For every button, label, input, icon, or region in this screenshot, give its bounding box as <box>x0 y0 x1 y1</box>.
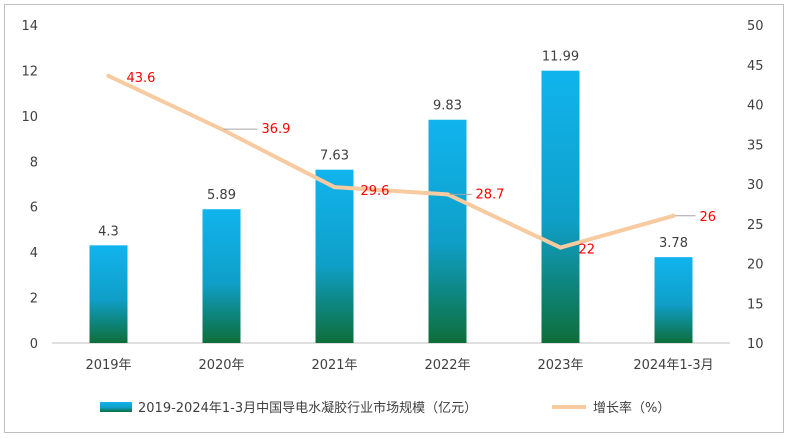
growth-value-label: 28.7 <box>476 187 505 202</box>
growth-point <box>332 185 337 190</box>
left-axis-ticks: 0 2 4 6 8 10 12 14 <box>21 19 38 352</box>
category-label: 2021年 <box>311 358 357 373</box>
right-tick-label: 50 <box>747 19 764 34</box>
category-label: 2022年 <box>424 358 470 373</box>
bar-series <box>89 70 693 344</box>
bar-value-label: 9.83 <box>433 99 462 114</box>
growth-point <box>106 73 111 78</box>
right-tick-label: 15 <box>747 297 764 312</box>
right-tick-label: 30 <box>747 178 764 193</box>
right-tick-label: 25 <box>747 218 764 233</box>
bar-value-label: 4.3 <box>98 224 119 239</box>
growth-point <box>558 245 563 250</box>
growth-value-label: 22 <box>579 243 596 258</box>
growth-point <box>671 213 676 218</box>
growth-point <box>219 127 224 132</box>
legend-bar-label: 2019-2024年1-3月中国导电水凝胶行业市场规模（亿元） <box>138 400 477 416</box>
bar <box>202 209 241 343</box>
left-tick-label: 10 <box>21 110 38 125</box>
chart-svg: 0 2 4 6 8 10 12 14 10 15 20 25 30 35 40 45 50 4.3 5.89 7.… <box>21 19 764 416</box>
bar <box>89 245 128 343</box>
bar <box>315 169 354 343</box>
chart-frame: 0 2 4 6 8 10 12 14 10 15 20 25 30 35 40 45 50 4.3 5.89 7.… <box>4 4 784 433</box>
category-label: 2024年1-3月 <box>633 358 713 373</box>
bar-value-label: 7.63 <box>320 149 349 164</box>
right-axis-ticks: 10 15 20 25 30 35 40 45 50 <box>747 19 764 352</box>
left-tick-label: 14 <box>21 19 38 34</box>
bar <box>428 119 467 344</box>
growth-line-series <box>106 73 676 250</box>
legend-bar-swatch <box>100 402 132 412</box>
left-tick-label: 4 <box>30 246 38 261</box>
category-label: 2023年 <box>537 358 583 373</box>
bar <box>541 70 580 344</box>
legend: 2019-2024年1-3月中国导电水凝胶行业市场规模（亿元） 增长率（%） <box>100 400 670 416</box>
growth-point <box>445 192 450 197</box>
growth-line <box>106 73 676 250</box>
right-tick-label: 40 <box>747 99 764 114</box>
growth-value-label: 36.9 <box>262 122 291 137</box>
right-tick-label: 10 <box>747 337 764 352</box>
growth-data-labels: 43.6 36.9 29.6 28.7 22 26 <box>127 71 717 258</box>
bar <box>654 257 693 343</box>
left-tick-label: 8 <box>30 155 38 170</box>
legend-line-label: 增长率（%） <box>593 400 670 416</box>
bar-value-label: 3.78 <box>659 236 688 251</box>
growth-value-label: 43.6 <box>127 71 156 86</box>
bar-value-label: 5.89 <box>207 188 236 203</box>
category-label: 2020年 <box>198 358 244 373</box>
category-label: 2019年 <box>85 358 131 373</box>
bar-value-label: 11.99 <box>542 50 579 65</box>
bar-data-labels: 4.3 5.89 7.63 9.83 11.99 3.78 <box>98 50 688 251</box>
right-tick-label: 35 <box>747 138 764 153</box>
right-tick-label: 45 <box>747 59 764 74</box>
category-labels: 2019年 2020年 2021年 2022年 2023年 2024年1-3月 <box>85 358 713 373</box>
left-tick-label: 2 <box>30 292 38 307</box>
growth-value-label: 29.6 <box>361 184 390 199</box>
growth-value-label: 26 <box>700 210 717 225</box>
right-tick-label: 20 <box>747 258 764 273</box>
left-tick-label: 12 <box>21 64 38 79</box>
left-tick-label: 6 <box>30 201 38 216</box>
left-tick-label: 0 <box>30 337 38 352</box>
